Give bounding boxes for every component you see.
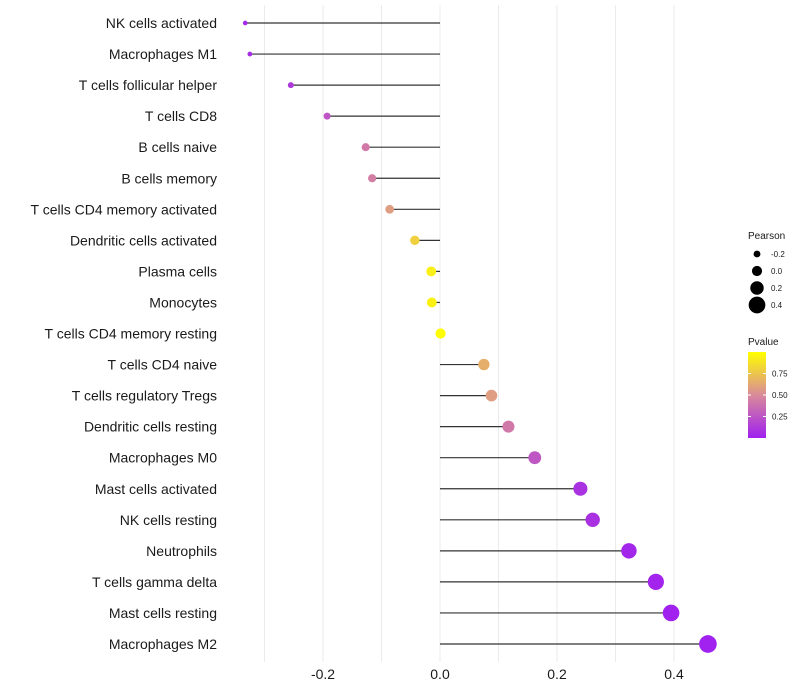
size-legend-label: -0.2 — [771, 250, 785, 259]
y-tick-label: Mast cells resting — [109, 605, 217, 621]
size-legend: Pearson -0.2 0.0 0.2 0.4 — [748, 231, 785, 314]
data-point — [368, 174, 377, 183]
data-point — [647, 573, 664, 590]
y-tick-label: NK cells resting — [120, 512, 217, 528]
data-point — [287, 82, 294, 89]
y-tick-label: Dendritic cells resting — [84, 419, 217, 435]
size-legend-key — [751, 265, 763, 277]
y-tick-label: B cells memory — [121, 170, 217, 186]
data-point — [435, 328, 446, 339]
y-tick-label: Plasma cells — [138, 263, 217, 279]
segments-layer — [245, 22, 708, 645]
size-legend-key — [753, 250, 761, 258]
x-tick-label: -0.2 — [311, 666, 335, 682]
data-point — [699, 635, 717, 653]
y-tick-label: Monocytes — [149, 294, 217, 310]
size-legend-key — [748, 296, 766, 314]
data-point — [323, 112, 331, 120]
size-legend-key — [750, 281, 764, 295]
x-tick-label: 0.0 — [430, 666, 450, 682]
data-point — [426, 266, 437, 277]
y-tick-label: NK cells activated — [106, 15, 217, 31]
color-legend-label: 0.25 — [772, 413, 788, 422]
size-legend-title: Pearson — [748, 231, 785, 242]
points-layer — [242, 20, 717, 653]
data-point — [410, 235, 420, 246]
y-tick-label: T cells CD4 memory activated — [31, 201, 217, 217]
color-legend-title: Pvalue — [748, 337, 779, 348]
color-legend-label: 0.75 — [772, 370, 788, 379]
y-tick-label: Dendritic cells activated — [70, 232, 217, 248]
y-axis-labels: NK cells activated Macrophages M1 T cells … — [31, 15, 218, 652]
data-point — [528, 451, 542, 465]
x-tick-label: 0.4 — [664, 666, 684, 682]
size-legend-label: 0.2 — [771, 284, 783, 293]
data-point — [585, 512, 600, 528]
y-tick-label: Neutrophils — [146, 543, 217, 559]
data-point — [621, 543, 637, 559]
size-legend-label: 0.4 — [771, 301, 783, 310]
y-tick-label: Macrophages M0 — [109, 450, 217, 466]
data-point — [502, 420, 515, 433]
data-point — [662, 604, 680, 622]
size-legend-label: 0.0 — [771, 267, 783, 276]
data-point — [426, 297, 437, 308]
data-point — [361, 143, 370, 152]
y-tick-label: Macrophages M1 — [109, 46, 217, 62]
y-tick-label: Mast cells activated — [95, 481, 217, 497]
y-tick-label: T cells gamma delta — [92, 574, 217, 590]
y-tick-label: Macrophages M2 — [109, 636, 217, 652]
color-bar — [748, 352, 766, 438]
y-tick-label: T cells CD8 — [145, 108, 217, 124]
x-axis-labels: -0.2 0.0 0.2 0.4 — [311, 666, 684, 682]
data-point — [385, 204, 395, 214]
x-tick-label: 0.2 — [547, 666, 567, 682]
color-legend-label: 0.50 — [772, 391, 788, 400]
grid-lines — [264, 5, 675, 662]
y-tick-label: T cells follicular helper — [79, 77, 218, 93]
data-point — [573, 481, 588, 496]
data-point — [247, 51, 253, 57]
color-legend: Pvalue 0.75 0.50 0.25 — [748, 337, 788, 438]
y-tick-label: T cells CD4 naive — [108, 357, 218, 373]
data-point — [485, 389, 498, 402]
data-point — [242, 20, 248, 26]
y-tick-label: T cells CD4 memory resting — [45, 326, 217, 342]
y-tick-label: T cells regulatory Tregs — [72, 388, 217, 404]
data-point — [478, 358, 490, 371]
y-tick-label: B cells naive — [138, 139, 217, 155]
